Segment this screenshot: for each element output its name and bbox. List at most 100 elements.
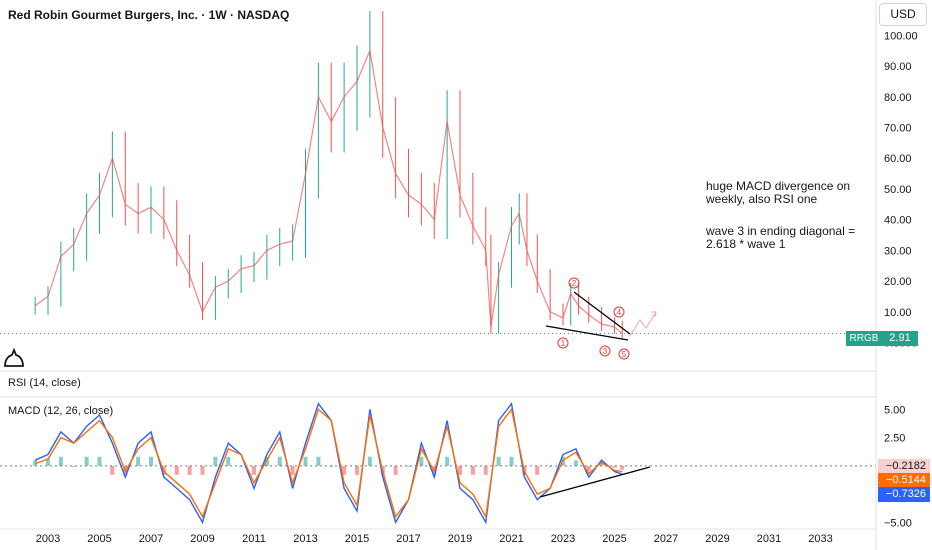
wave-label: 3 [603, 347, 608, 356]
x-tick-label: 2011 [242, 533, 266, 545]
macd-histogram-bar [458, 465, 462, 475]
x-tick-label: 2031 [757, 533, 781, 545]
x-tick-label: 2023 [551, 533, 575, 545]
macd-histogram-bar [110, 465, 115, 475]
macd-histogram-bar [46, 458, 50, 466]
x-tick-label: 2027 [654, 533, 678, 545]
macd-histogram-bar [174, 465, 179, 475]
annotation-note-divergence[interactable]: huge MACD divergence on weekly, also RSI… [706, 179, 851, 206]
wave-label-circle [613, 306, 625, 318]
x-tick-label: 2007 [139, 533, 163, 545]
projection-arrow [629, 311, 657, 337]
macd-histogram-bar [239, 465, 244, 467]
x-tick-label: 2025 [602, 533, 626, 545]
y-tick-label: 80.00 [884, 92, 912, 104]
macd-signal-badge: −0.5144 [878, 473, 930, 488]
x-tick-label: 2021 [499, 533, 523, 545]
wave-label: 2 [572, 279, 577, 288]
y-tick-label: 90.00 [884, 61, 912, 73]
macd-histogram-bar [226, 456, 231, 466]
y-tick-label: 20.00 [884, 276, 912, 288]
macd-histogram-bar [509, 456, 514, 466]
y-tick-label: 10.00 [884, 307, 912, 319]
y-tick-label: 50.00 [884, 184, 912, 196]
macd-histogram-bar [470, 465, 475, 475]
annotation-layer: 1 2 3 4 5 [539, 277, 657, 498]
projection-arrowhead [651, 311, 657, 318]
macd-label[interactable]: MACD (12, 26, close) [8, 405, 114, 417]
diagonal-lower-line [545, 325, 629, 341]
x-tick-label: 2017 [396, 533, 420, 545]
macd-histogram-bar [84, 456, 89, 466]
x-tick-label: 2033 [808, 533, 832, 545]
macd-series [0, 402, 876, 525]
y-tick-label: 30.00 [884, 245, 912, 257]
currency-button[interactable]: USD [879, 3, 927, 26]
price-badge-symbol: RRGB [846, 331, 882, 346]
macd-histogram-bar [367, 456, 372, 466]
rsi-label[interactable]: RSI (14, close) [8, 377, 81, 389]
price-series [0, 11, 846, 340]
y-tick-label: 60.00 [884, 153, 912, 165]
chart-title: Red Robin Gourmet Burgers, Inc. · 1W · N… [8, 8, 290, 22]
macd-histogram-bar [97, 456, 102, 466]
macd-histogram-bar [620, 465, 625, 470]
x-tick-label: 2015 [345, 533, 369, 545]
macd-histogram-bar [342, 465, 347, 475]
macd-histogram-bar [252, 465, 256, 475]
macd-histogram-bar [303, 456, 308, 466]
macd-histogram-bar [573, 460, 578, 466]
macd-histogram-bar [483, 465, 488, 475]
x-tick-label: 2003 [36, 533, 60, 545]
x-tick-label: 2019 [448, 533, 472, 545]
macd-histogram-bar [213, 456, 218, 466]
macd-histogram-bar [586, 465, 591, 472]
macd-histogram-bar [290, 465, 295, 475]
macd-histogram-bar [548, 465, 553, 467]
x-tick-label: 2009 [190, 533, 214, 545]
macd-histogram-bar [329, 465, 334, 467]
macd-histogram-bar [419, 456, 424, 466]
annotation-note-wave3[interactable]: wave 3 in ending diagonal = 2.618 * wave… [706, 224, 856, 251]
wave-label-circle [568, 277, 580, 289]
macd-histogram-bar [200, 465, 205, 475]
macd-histogram-bar [71, 465, 76, 467]
axes: 100.00 90.00 80.00 70.00 60.00 50.00 40.00 30.0… [36, 30, 918, 545]
y-tick-label: 40.00 [884, 215, 912, 227]
y-tick-label: 70.00 [884, 123, 912, 135]
macd-line-badge: −0.7326 [878, 487, 930, 502]
wave-label: 4 [617, 308, 622, 317]
diagonal-upper-line [573, 291, 631, 335]
x-tick-label: 2005 [87, 533, 111, 545]
macd-y-tick-label: 2.50 [884, 433, 905, 445]
macd-histogram-bar [445, 456, 450, 466]
y-tick-label: 100.00 [884, 30, 918, 42]
macd-histogram-bar [136, 456, 141, 466]
tradingview-logo-icon [2, 346, 26, 375]
macd-histogram-bar [149, 456, 153, 466]
grid [0, 0, 877, 550]
macd-histogram-bar [58, 456, 63, 466]
signal-line [34, 407, 623, 519]
macd-y-tick-label: −5.00 [884, 517, 912, 529]
macd-histogram-bar [355, 465, 359, 475]
macd-divergence-line [539, 466, 651, 498]
price-line [34, 48, 623, 335]
macd-line [34, 402, 623, 525]
macd-histogram-bar [535, 465, 540, 475]
wave-label-circle [557, 337, 569, 349]
macd-histogram-bar [187, 465, 192, 475]
wave-label: 1 [561, 339, 566, 348]
wave-label: 5 [622, 350, 627, 359]
price-badge-value: 2.91 [882, 331, 918, 346]
x-tick-label: 2013 [293, 533, 317, 545]
macd-histogram-badge: −0.2182 [878, 459, 930, 474]
macd-histogram-bar [406, 465, 411, 467]
macd-y-tick-label: 5.00 [884, 404, 905, 416]
macd-histogram-bar [277, 456, 282, 466]
wave-label-circle [599, 345, 611, 357]
wave-label-circle [618, 348, 630, 360]
macd-histogram-bar [496, 456, 501, 466]
macd-histogram-bar [393, 465, 398, 475]
